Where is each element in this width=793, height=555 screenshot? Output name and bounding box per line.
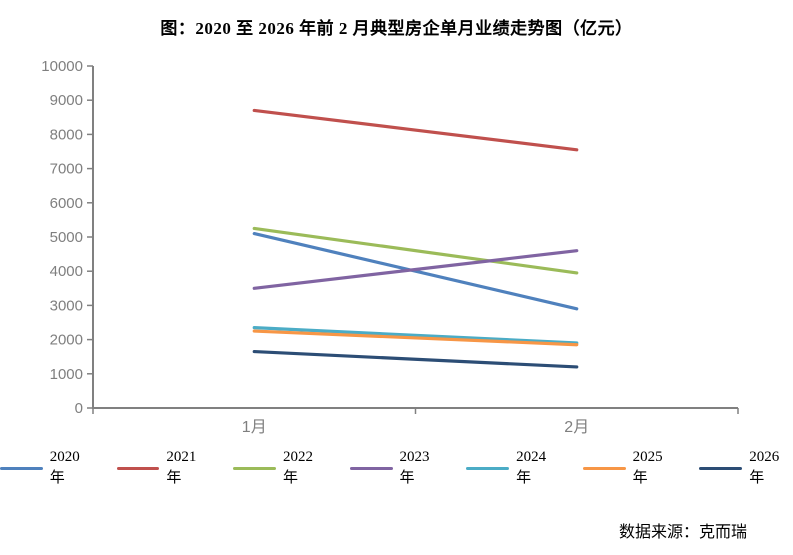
y-axis-tick-label: 5000 xyxy=(50,229,83,246)
y-axis-tick-label: 8000 xyxy=(50,126,83,143)
legend-swatch-line xyxy=(0,466,43,470)
series-line-2022年 xyxy=(252,226,579,275)
legend-item: 2024年 xyxy=(466,449,560,487)
y-axis-tick-label: 10000 xyxy=(41,58,83,75)
legend-swatch-line xyxy=(466,466,510,470)
series-line-2026年 xyxy=(252,349,579,369)
x-axis-tick-label: 1月 xyxy=(242,419,267,436)
legend-label: 2023年 xyxy=(399,449,430,486)
x-axis-tick-label: 2月 xyxy=(564,419,589,436)
legend-item: 2021年 xyxy=(116,449,211,487)
legend-label: 2026年 xyxy=(749,449,780,486)
legend-label: 2025年 xyxy=(632,449,663,486)
legend-swatch-line xyxy=(699,466,743,470)
y-axis-tick-label: 2000 xyxy=(50,332,83,349)
legend-label: 2021年 xyxy=(166,449,197,486)
y-axis-tick-label: 1000 xyxy=(50,366,83,383)
legend-swatch-line xyxy=(582,466,626,470)
legend-item: 2020年 xyxy=(0,449,94,487)
series-line-2024年 xyxy=(252,326,579,345)
legend: 2020年 2021年 2022年 2023年 2024年 2025年 2026年 xyxy=(0,449,793,487)
data-source-note: 数据来源：克而瑞 xyxy=(618,524,747,541)
y-axis-tick-label: 9000 xyxy=(50,92,83,109)
y-axis-tick-label: 3000 xyxy=(50,297,83,314)
plot-area: 0 1000 2000 3000 4000 5000 6000 7000 8000 9000 100… xyxy=(41,58,739,436)
legend-item: 2022年 xyxy=(233,449,327,487)
legend-swatch-line xyxy=(233,466,276,470)
series-line-2020年 xyxy=(252,231,579,311)
chart-title: 图：2020 至 2026 年前 2 月典型房企单月业绩走势图（亿元） xyxy=(160,19,633,38)
y-axis-tick-label: 4000 xyxy=(50,263,83,280)
legend-item: 2025年 xyxy=(582,449,677,487)
y-axis-tick-label: 7000 xyxy=(50,161,83,178)
series-line-2025年 xyxy=(252,329,579,347)
legend-swatch-line xyxy=(116,466,160,470)
legend-label: 2024年 xyxy=(516,449,547,486)
axis-lines xyxy=(92,66,738,409)
series-line-2021年 xyxy=(252,108,579,152)
legend-label: 2022年 xyxy=(282,449,313,486)
legend-label: 2020年 xyxy=(49,449,80,486)
legend-swatch-line xyxy=(349,466,393,470)
y-axis-tick-label: 0 xyxy=(75,400,83,417)
legend-item: 2023年 xyxy=(349,449,444,487)
legend-item: 2026年 xyxy=(699,449,793,487)
y-axis-tick-label: 6000 xyxy=(50,195,83,212)
series-line-2023年 xyxy=(252,249,579,290)
